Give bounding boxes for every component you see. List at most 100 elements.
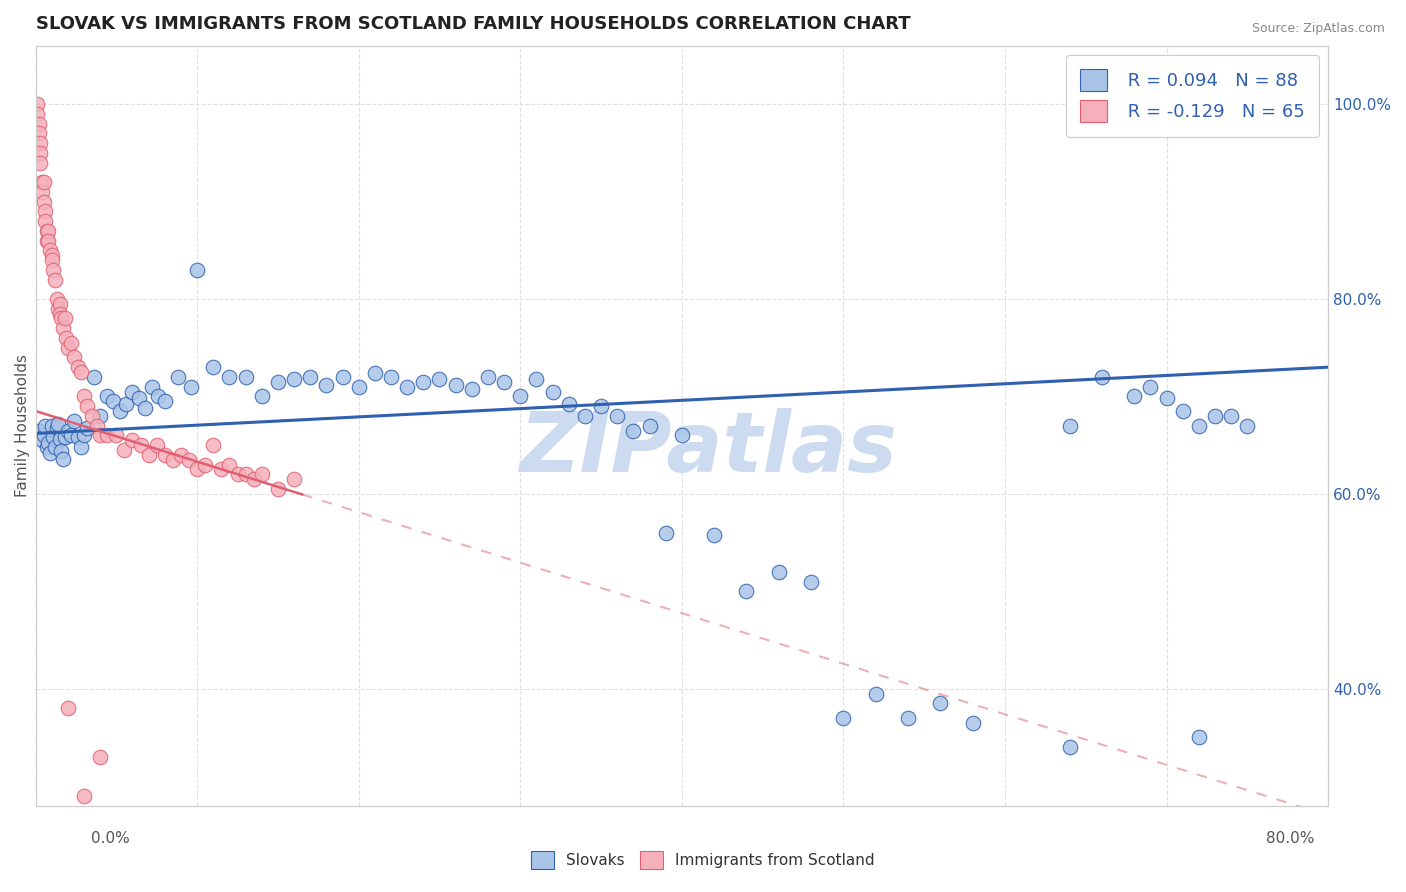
Point [66,430,89,444]
Text: 80.0%: 80.0% [1267,831,1315,846]
Point [209,462,232,476]
Point [35,224,58,238]
Point [202,438,225,452]
Point [32,194,55,209]
Point [89,428,111,442]
Point [148,389,170,403]
Point [1188,731,1211,745]
Text: ZIPatlas: ZIPatlas [519,408,897,489]
Point [37,224,59,238]
Point [55,331,77,345]
Point [134,401,156,416]
Point [63,414,86,428]
Point [121,434,143,448]
Point [34,214,56,228]
Point [153,394,176,409]
Point [429,372,451,386]
Point [162,452,184,467]
Point [347,379,370,393]
Point [105,428,128,442]
Point [494,375,516,389]
Point [800,574,823,589]
Point [1236,418,1258,433]
Point [299,370,322,384]
Point [671,428,693,442]
Point [60,335,83,350]
Point [31,185,53,199]
Point [108,404,131,418]
Point [83,370,105,384]
Point [202,360,225,375]
Point [128,392,150,406]
Point [235,467,257,482]
Point [267,375,290,389]
Point [49,297,72,311]
Point [30,136,52,150]
Point [32,428,55,442]
Point [89,750,111,764]
Point [929,696,952,710]
Point [186,462,208,476]
Point [315,377,337,392]
Point [25,107,48,121]
Point [86,418,108,433]
Point [28,117,51,131]
Point [1059,418,1081,433]
Text: Source: ZipAtlas.com: Source: ZipAtlas.com [1251,22,1385,36]
Point [39,244,62,258]
Point [73,428,96,442]
Point [34,204,56,219]
Point [170,448,193,462]
Point [589,399,612,413]
Point [129,438,152,452]
Point [96,389,118,403]
Point [141,379,163,393]
Point [51,444,73,458]
Point [89,409,111,423]
Point [735,584,758,599]
Point [73,389,96,403]
Point [25,97,48,112]
Point [638,418,661,433]
Point [37,436,59,450]
Point [39,446,62,460]
Point [250,467,273,482]
Point [63,351,86,365]
Point [897,711,920,725]
Point [69,440,91,454]
Point [153,448,176,462]
Point [332,370,354,384]
Legend:  R = 0.094   N = 88,  R = -0.129   N = 65: R = 0.094 N = 88, R = -0.129 N = 65 [1066,54,1319,136]
Point [35,440,58,454]
Point [832,711,855,725]
Point [52,321,75,335]
Y-axis label: Family Households: Family Households [15,354,30,497]
Point [42,430,65,444]
Point [218,370,240,384]
Point [444,377,467,392]
Point [31,434,53,448]
Point [82,409,104,423]
Point [41,253,63,268]
Point [44,272,66,286]
Point [283,472,305,486]
Point [166,370,188,384]
Point [32,175,55,189]
Point [621,424,644,438]
Point [76,399,98,413]
Point [283,372,305,386]
Point [138,448,160,462]
Point [30,145,52,160]
Point [235,370,257,384]
Point [1188,418,1211,433]
Point [45,420,67,434]
Point [31,175,53,189]
Point [509,389,531,403]
Point [412,375,434,389]
Point [703,528,725,542]
Point [49,432,72,446]
Point [1091,370,1114,384]
Point [1204,409,1226,423]
Point [218,458,240,472]
Point [112,442,135,457]
